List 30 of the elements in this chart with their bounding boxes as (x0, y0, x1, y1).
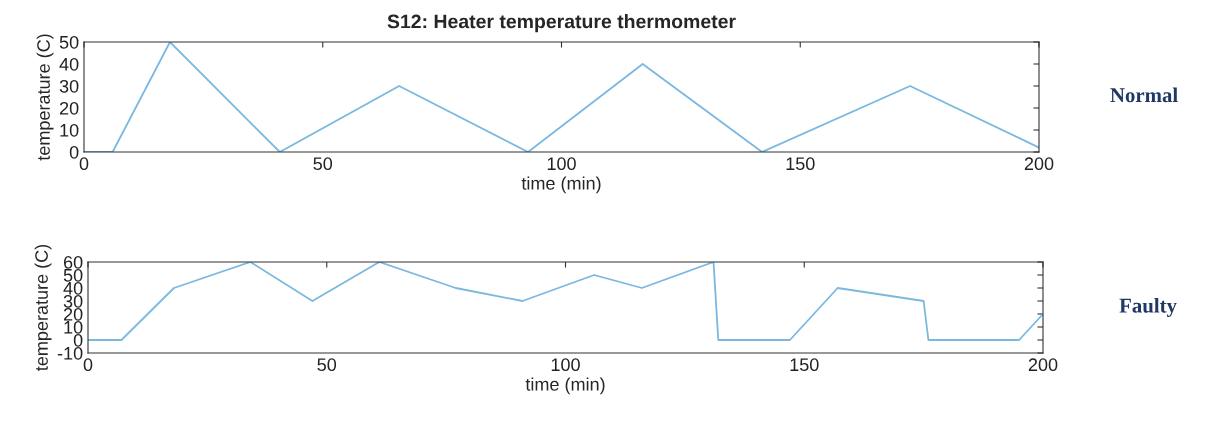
y-tick-label: 50 (59, 35, 79, 49)
text: Normal (1110, 87, 1178, 103)
x-tick-label: 0 (83, 358, 93, 372)
x-tick-label: 100 (547, 157, 576, 171)
y-tick-label: -10 (57, 346, 83, 360)
x-axis-title: time (min) (521, 176, 601, 194)
x-axis-title: time (min) (525, 377, 605, 395)
y-tick-label: 20 (63, 307, 83, 321)
y-axis-title: temperature (C) (34, 244, 52, 371)
y-axis-title: temperature (C) (36, 34, 54, 161)
y-tick-label: 0 (73, 333, 83, 347)
y-tick-label: 50 (63, 268, 83, 282)
y-tick-label: 20 (59, 101, 79, 115)
y-tick-label: 40 (59, 57, 79, 71)
x-tick-label: 50 (317, 358, 337, 372)
y-tick-label: 30 (63, 294, 83, 308)
y-tick-label: 10 (64, 320, 83, 334)
x-tick-label: 150 (790, 358, 819, 372)
y-tick-label: 0 (69, 145, 79, 159)
x-tick-label: 200 (1024, 157, 1054, 171)
chart-title: S12: Heater temperature thermometer (387, 14, 736, 33)
x-tick-label: 100 (551, 358, 580, 372)
y-tick-label: 60 (63, 255, 83, 269)
y-tick-label: 40 (63, 281, 83, 295)
x-tick-label: 150 (786, 157, 815, 171)
y-tick-label: 10 (60, 123, 79, 137)
x-tick-label: 200 (1028, 358, 1058, 372)
x-tick-label: 50 (313, 157, 333, 171)
y-tick-label: 30 (59, 79, 79, 93)
text: Faulty (1119, 298, 1177, 317)
